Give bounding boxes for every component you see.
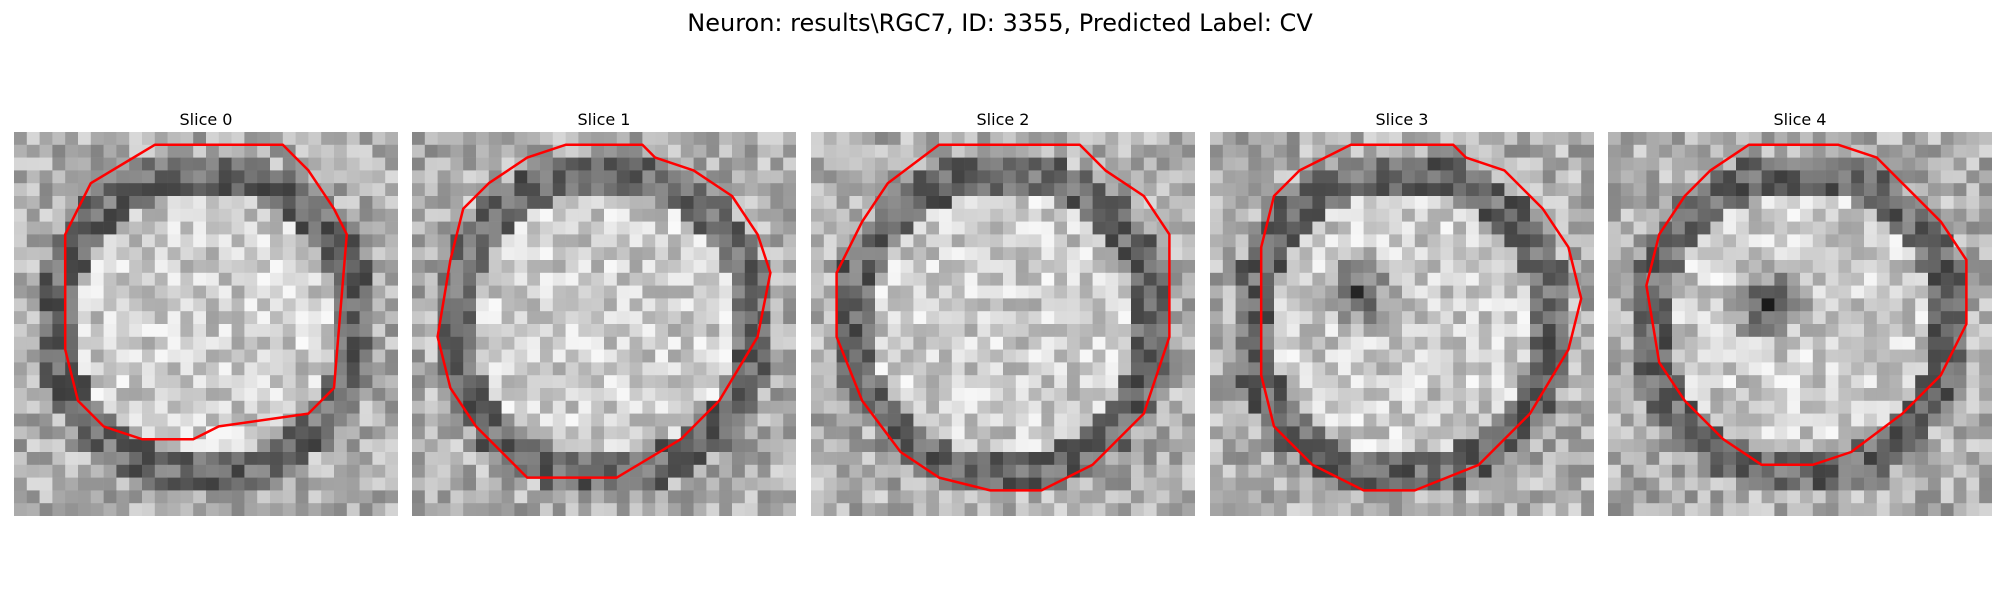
- segmentation-outline: [1645, 143, 1968, 467]
- slice-title: Slice 0: [179, 110, 233, 129]
- slice-image: [412, 132, 796, 516]
- micrograph-pixels: [811, 132, 1195, 516]
- segmentation-outline: [63, 143, 349, 441]
- segmentation-outline: [436, 143, 772, 479]
- slice-panel: Slice 0: [14, 108, 398, 516]
- segmentation-outline: [1259, 143, 1583, 492]
- slice-panel: Slice 2: [811, 108, 1195, 516]
- slice-image: [1608, 132, 1992, 516]
- micrograph-pixels: [412, 132, 796, 516]
- micrograph-pixels: [14, 132, 398, 516]
- slice-title: Slice 2: [976, 110, 1030, 129]
- slice-title: Slice 4: [1773, 110, 1827, 129]
- slice-image: [811, 132, 1195, 516]
- figure-title: Neuron: results\RGC7, ID: 3355, Predicte…: [687, 9, 1313, 37]
- slice-image: [14, 132, 398, 516]
- micrograph-pixels: [1210, 132, 1594, 516]
- slice-panel: Slice 4: [1608, 108, 1992, 516]
- slice-panel: Slice 1: [412, 108, 796, 516]
- micrograph-pixels: [1608, 132, 1992, 516]
- slice-title: Slice 1: [577, 110, 631, 129]
- segmentation-outline: [835, 143, 1171, 492]
- slice-title: Slice 3: [1375, 110, 1429, 129]
- slice-panel: Slice 3: [1210, 108, 1594, 516]
- slice-image: [1210, 132, 1594, 516]
